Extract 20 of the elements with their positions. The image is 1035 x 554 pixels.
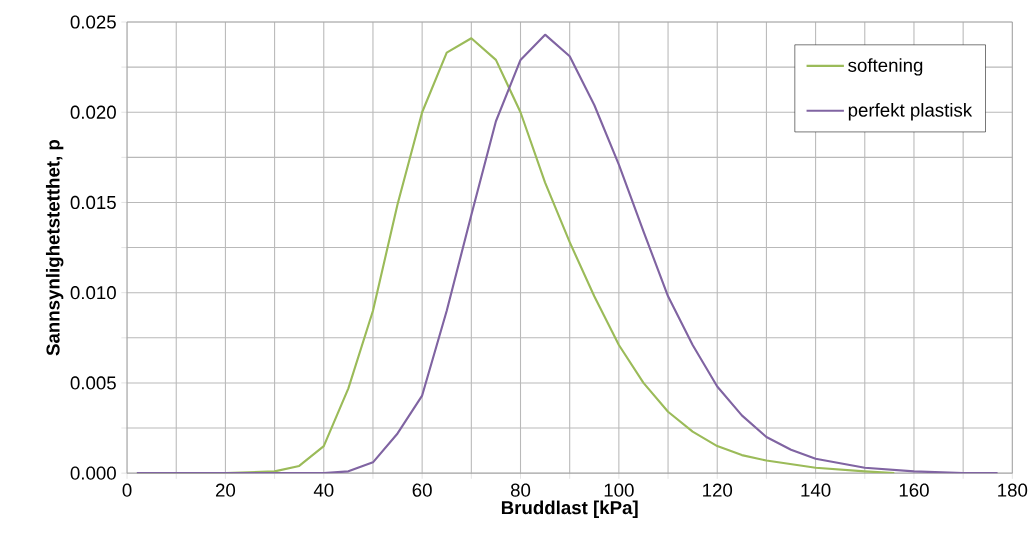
legend-label: perfekt plastisk <box>848 102 973 121</box>
x-tick-label: 180 <box>998 483 1028 497</box>
y-tick-label: 0.015 <box>70 195 116 209</box>
y-tick-label: 0.005 <box>70 376 116 390</box>
x-tick-label: 20 <box>215 483 236 497</box>
legend-label: softening <box>848 58 923 76</box>
y-tick-label: 0.000 <box>70 466 116 480</box>
x-tick-label: 80 <box>510 483 531 497</box>
x-tick-label: 60 <box>412 483 432 497</box>
x-tick-label: 140 <box>801 483 831 497</box>
x-tick-label: 0 <box>122 483 132 497</box>
y-tick-label: 0.010 <box>70 285 116 300</box>
x-tick-label: 120 <box>703 483 733 497</box>
y-tick-label: 0.025 <box>70 15 116 29</box>
y-tick-label: 0.020 <box>70 105 116 119</box>
x-axis-title: Bruddlast [kPa] <box>501 500 638 518</box>
y-axis-title: Sannsynlighetstetthet, p <box>45 139 64 356</box>
x-tick-label: 160 <box>899 483 929 497</box>
x-tick-label: 100 <box>604 483 634 497</box>
x-tick-label: 40 <box>313 483 334 497</box>
